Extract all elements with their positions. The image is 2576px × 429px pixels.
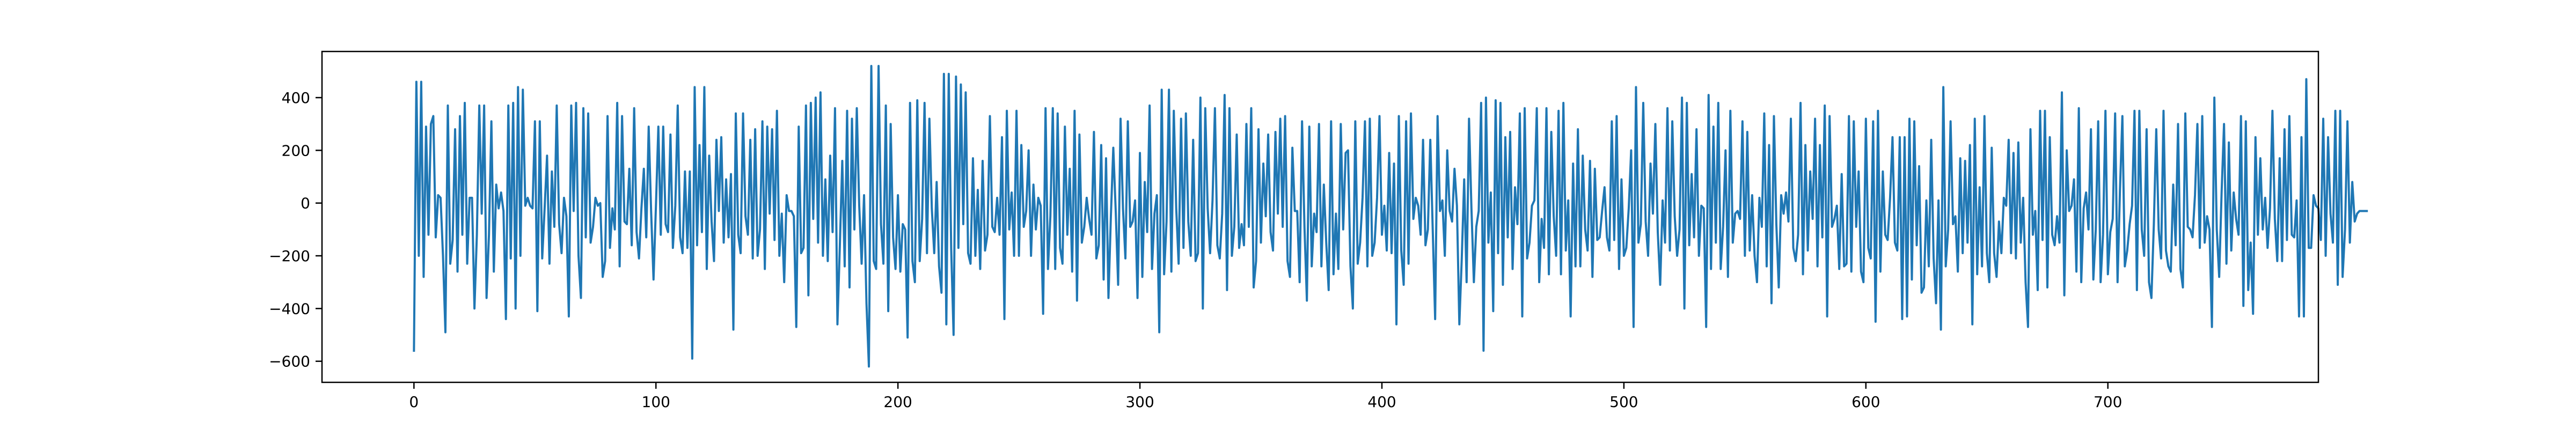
plot-area <box>413 65 2368 368</box>
x-tick-label: 200 <box>883 393 912 411</box>
y-tick-label: −600 <box>269 353 310 371</box>
y-tick-label: −400 <box>269 300 310 317</box>
x-axis-ticks: 0 100 200 300 400 500 600 700 <box>409 382 2122 411</box>
y-axis-ticks: −600 −400 −200 0 200 400 <box>269 89 322 371</box>
x-tick-label: 300 <box>1125 393 1154 411</box>
y-tick-label: 200 <box>282 142 310 159</box>
y-tick-label: 0 <box>301 195 310 212</box>
x-tick-label: 700 <box>2094 393 2122 411</box>
y-tick-label: −200 <box>269 247 310 265</box>
x-tick-label: 500 <box>1609 393 1638 411</box>
y-tick-label: 400 <box>282 89 310 107</box>
axes-frame <box>321 50 2319 383</box>
x-tick-label: 100 <box>642 393 670 411</box>
x-tick-label: 600 <box>1851 393 1880 411</box>
x-tick-label: 400 <box>1367 393 1396 411</box>
x-tick-label: 0 <box>409 393 419 411</box>
series-line-0 <box>413 65 2368 368</box>
